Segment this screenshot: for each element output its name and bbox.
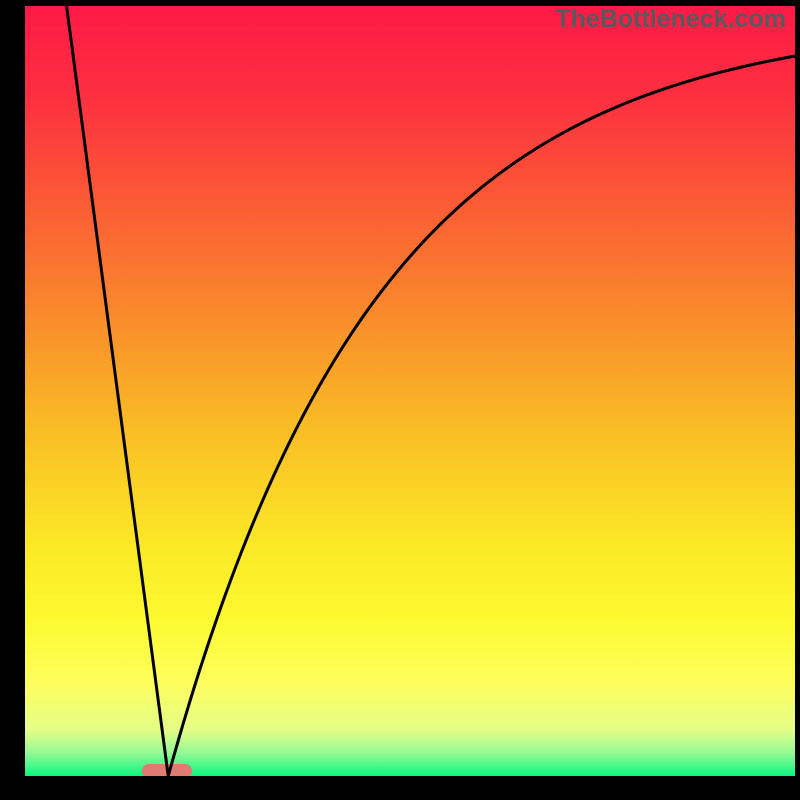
v-curve xyxy=(25,6,795,776)
frame-border-bottom xyxy=(0,776,800,800)
frame-border-right xyxy=(795,0,800,800)
frame-border-left xyxy=(0,0,25,800)
watermark-label: TheBottleneck.com xyxy=(555,5,786,34)
chart-root: TheBottleneck.com xyxy=(0,0,800,800)
plot-area xyxy=(25,6,795,776)
